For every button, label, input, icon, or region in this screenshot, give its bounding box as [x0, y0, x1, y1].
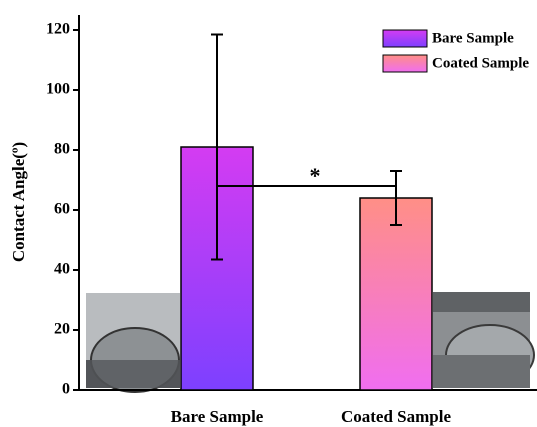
legend: Bare Sample Coated Sample	[382, 29, 529, 73]
y-tick-label: 120	[46, 21, 70, 38]
y-tick-label: 0	[62, 381, 70, 398]
legend-label: Bare Sample	[432, 30, 514, 46]
y-tick-label: 60	[54, 201, 70, 218]
inset-photo-coated	[433, 292, 535, 388]
error-bar	[390, 170, 402, 226]
significance-marker: *	[310, 163, 321, 188]
bar	[359, 197, 433, 391]
error-bar	[211, 33, 223, 261]
y-axis-label: Contact Angle(º)	[9, 142, 28, 262]
y-tick-label: 40	[54, 261, 70, 278]
y-tick-label: 20	[54, 321, 70, 338]
inset-photo-bare	[86, 293, 180, 393]
legend-label: Coated Sample	[432, 55, 529, 71]
legend-swatch	[382, 29, 428, 48]
y-tick-label: 100	[46, 81, 70, 98]
legend-swatch	[382, 54, 428, 73]
y-tick-label: 80	[54, 141, 70, 158]
x-tick-label: Coated Sample	[341, 407, 451, 426]
x-tick-label: Bare Sample	[171, 407, 264, 426]
